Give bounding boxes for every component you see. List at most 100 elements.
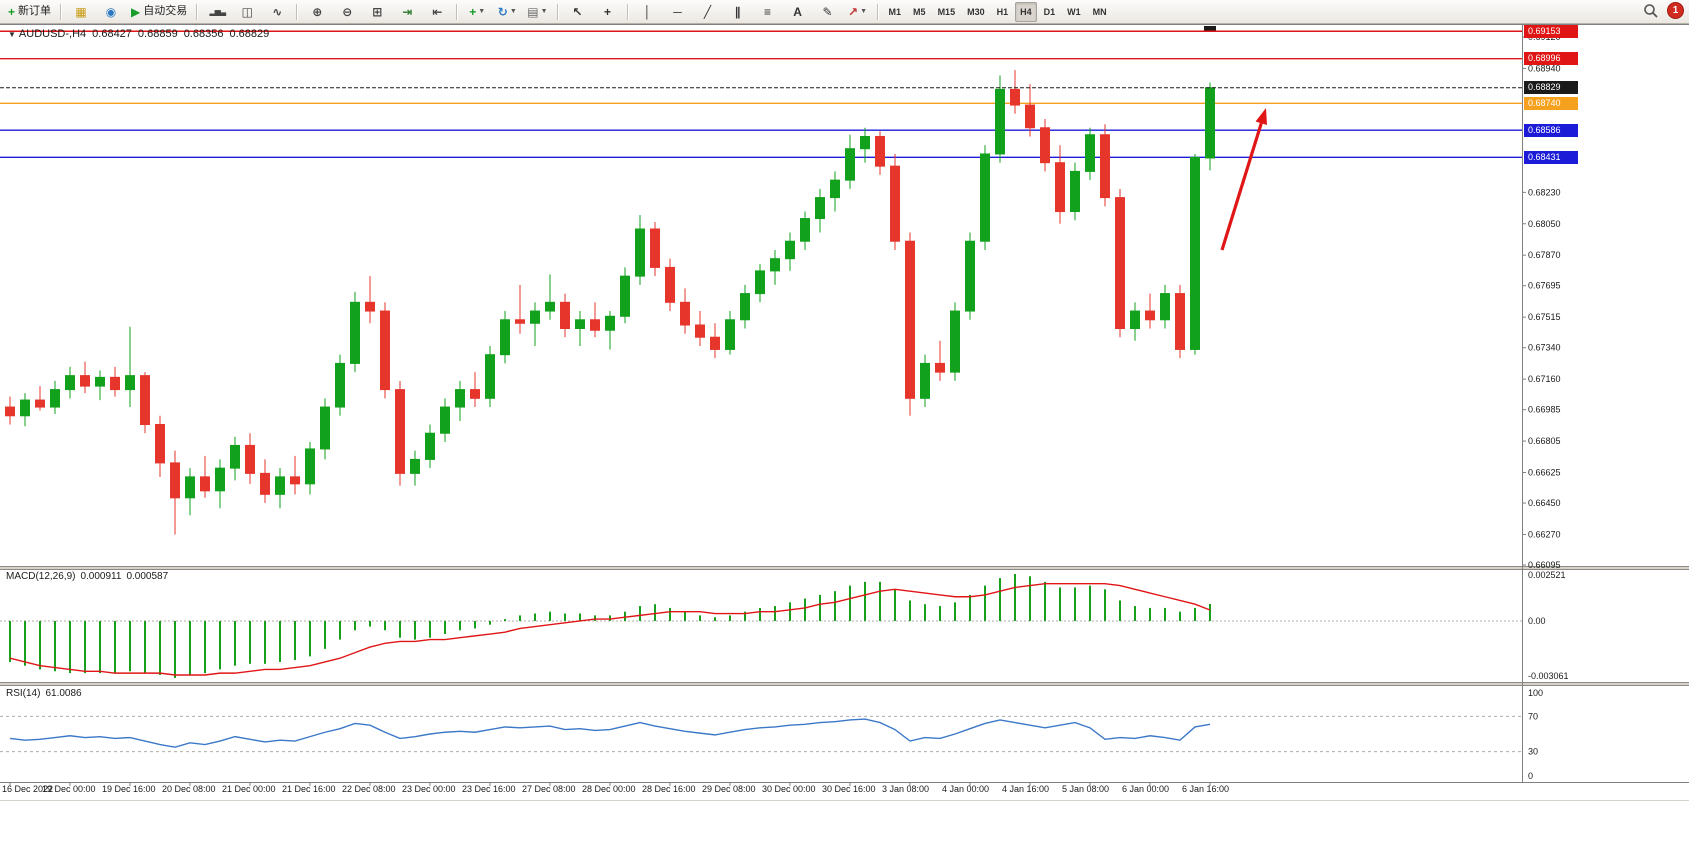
refresh-button[interactable]: ◉ [97,1,125,23]
zoom-out-button[interactable]: ⊖ [333,1,361,23]
candle [905,232,915,416]
zoom-in-button[interactable]: ⊕ [303,1,331,23]
time-axis-label: 30 Dec 16:00 [822,784,876,794]
toolbar-separator [60,3,63,20]
timeframe-m1[interactable]: M1 [888,6,902,17]
chart-shift-button[interactable]: ⇤ [423,1,451,23]
zoom-in-icon: ⊕ [312,4,323,19]
candle [215,459,225,509]
macd-axis-label: 0.002521 [1528,570,1566,580]
candle [200,455,210,498]
arrows-icon: ↗ [848,4,859,19]
timeframe-h4[interactable]: H4 [1015,1,1037,22]
rsi-panel: 100 70 30 0 [0,688,1543,781]
bar-chart-icon: ▂▅▃ [209,6,227,16]
autotrading-icon: ▶ [131,4,141,19]
crosshair-button[interactable]: + [594,1,622,23]
candle [1205,82,1215,171]
timeframe-h1[interactable]: H1 [996,6,1009,17]
new-order-button[interactable]: + 新订单 [4,1,55,23]
rsi-line [9,718,1211,748]
price-axis-label: 0.66805 [1528,436,1561,446]
candle [710,323,720,359]
macd-axis-label: 0.00 [1528,616,1546,626]
timeframe-w1[interactable]: W1 [1067,6,1081,17]
price-line-box[interactable]: 0.68740 [1524,96,1578,110]
bar-chart-button[interactable]: ▂▅▃ [203,1,231,23]
vertical-line-button[interactable]: │ [634,1,662,23]
panel-separator[interactable] [0,566,1689,570]
time-axis-label: 30 Dec 00:00 [762,784,816,794]
text-label-icon: ✎ [822,4,833,19]
price-line-box[interactable]: 0.68829 [1524,81,1578,95]
cursor-button[interactable]: ↖ [564,1,592,23]
candle [845,134,855,189]
candle [1055,145,1065,224]
text-button[interactable]: A [784,1,812,23]
candle [35,386,45,411]
line-chart-button[interactable]: ∿ [263,1,291,23]
horizontal-line-button[interactable]: ─ [664,1,692,23]
candle [875,131,885,175]
arrows-button[interactable]: ↗ ▼ [844,1,872,23]
macd-indicator-label: MACD(12,26,9) 0.000911 0.000587 [6,571,168,582]
templates-button[interactable]: ▤ ▼ [523,1,551,23]
timeframe-d1[interactable]: D1 [1043,6,1056,17]
panel-frame [0,24,1689,801]
channel-button[interactable]: ∥ [724,1,752,23]
text-label-button[interactable]: ✎ [814,1,842,23]
time-axis-label: 21 Dec 00:00 [222,784,276,794]
vertical-line-icon: │ [643,4,652,19]
candle [590,302,600,338]
price-line-box[interactable]: 0.68431 [1524,150,1578,164]
line-chart-icon: ∿ [272,4,283,19]
candle [1145,293,1155,329]
trendline-button[interactable]: ╱ [694,1,722,23]
candle [890,153,900,250]
candle [920,354,930,408]
candlestick-button[interactable]: ◫ [233,1,261,23]
indicators-button[interactable]: + ▼ [463,1,491,23]
tile-windows-button[interactable]: ⊞ [363,1,391,23]
candle [740,284,750,329]
candle [620,267,630,324]
auto-scroll-button[interactable]: ⇥ [393,1,421,23]
chart-shift-marker[interactable] [1204,26,1216,31]
time-axis-label: 19 Dec 16:00 [102,784,156,794]
candle [1190,153,1200,355]
one-click-trading-toggle[interactable]: ▼ [8,30,16,39]
candle [1130,302,1140,341]
charts-window-button[interactable]: ▦ [67,1,95,23]
candle [935,340,945,381]
notification-badge[interactable]: 1 [1667,2,1684,19]
horizontal-line-icon: ─ [673,4,682,19]
timeframe-m15[interactable]: M15 [937,6,956,17]
arrow-annotation[interactable] [1220,108,1267,251]
timeframe-mn[interactable]: MN [1092,6,1107,17]
candle [1010,70,1020,114]
fibonacci-button[interactable]: ≡ [754,1,782,23]
timeframe-m5[interactable]: M5 [913,6,926,17]
candle [530,302,540,346]
timeframe-m30[interactable]: M30 [967,6,985,17]
time-axis-label: 4 Jan 16:00 [1002,784,1049,794]
search-icon[interactable] [1643,3,1659,19]
price-line-box[interactable]: 0.68586 [1524,123,1578,137]
bar-high-value: 0.68859 [137,28,178,40]
price-line-box[interactable]: 0.69153 [1524,24,1578,38]
time-axis-label: 27 Dec 08:00 [522,784,576,794]
candle [485,345,495,408]
time-axis-label: 4 Jan 00:00 [942,784,989,794]
price-axis-label: 0.68050 [1528,219,1561,229]
candle [155,415,165,477]
time-axis-label: 6 Jan 00:00 [1122,784,1169,794]
cycles-button[interactable]: ↻ ▼ [493,1,521,23]
candles-layer [5,70,1215,535]
toolbar-separator [196,3,199,20]
price-line-box[interactable]: 0.68996 [1524,52,1578,66]
panel-separator[interactable] [0,682,1689,686]
chevron-down-icon: ▼ [478,8,486,15]
autotrading-button[interactable]: ▶ 自动交易 [127,1,191,23]
new-order-icon: + [8,4,16,19]
